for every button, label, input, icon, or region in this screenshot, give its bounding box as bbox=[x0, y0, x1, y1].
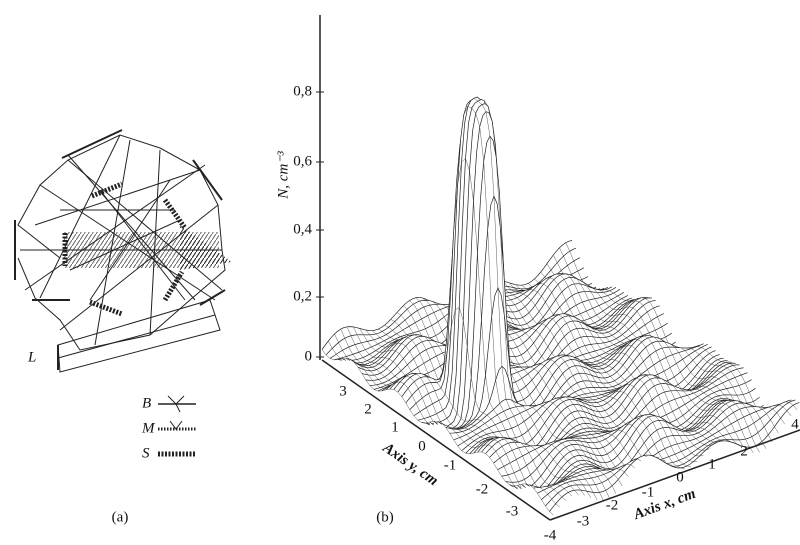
y-tick-label: 1 bbox=[391, 419, 399, 435]
surface-mesh bbox=[451, 424, 455, 427]
z-tick-label: 0,6 bbox=[293, 153, 312, 169]
z-tick-label: 0,8 bbox=[293, 83, 312, 99]
y-tick-label: -1 bbox=[444, 457, 457, 473]
y-tick-label: 3 bbox=[339, 383, 347, 399]
x-tick-label: -4 bbox=[544, 527, 557, 543]
y-tick-label: 0 bbox=[418, 438, 426, 454]
y-axis-label: Axis y, cm bbox=[379, 439, 441, 489]
x-tick-label: -1 bbox=[642, 484, 655, 500]
surface-mesh bbox=[681, 425, 685, 428]
surface-mesh bbox=[688, 384, 692, 386]
panel-label: (b) bbox=[376, 509, 394, 525]
x-tick-label: 2 bbox=[740, 443, 748, 459]
legend-label: S bbox=[142, 445, 150, 461]
panel-label: (a) bbox=[112, 509, 129, 525]
legend-label: B bbox=[142, 395, 151, 411]
x-tick-label: 0 bbox=[676, 469, 684, 485]
y-tick-label: 2 bbox=[364, 401, 372, 417]
optical-diagram: L B M S (a) bbox=[15, 130, 232, 525]
z-tick-label: 0,2 bbox=[293, 288, 312, 304]
surface-mesh bbox=[455, 427, 459, 428]
laser-label: L bbox=[27, 349, 36, 365]
figure: L B M S (a) N, cm⁻³ Axis y, cm Axis x, c… bbox=[0, 0, 800, 545]
y-tick-label: -3 bbox=[506, 503, 519, 519]
x-tick-label: 4 bbox=[791, 416, 799, 432]
x-tick-label: -2 bbox=[606, 497, 619, 513]
z-tick-label: 0 bbox=[305, 348, 313, 364]
z-tick-label: 0,4 bbox=[293, 221, 312, 237]
legend-label: M bbox=[141, 420, 156, 436]
surface-mesh bbox=[756, 446, 760, 453]
x-tick-label: 1 bbox=[708, 456, 716, 472]
y-tick-label: -2 bbox=[476, 481, 489, 497]
z-axis-label: N, cm⁻³ bbox=[275, 151, 291, 200]
x-tick-label: -3 bbox=[577, 513, 590, 529]
